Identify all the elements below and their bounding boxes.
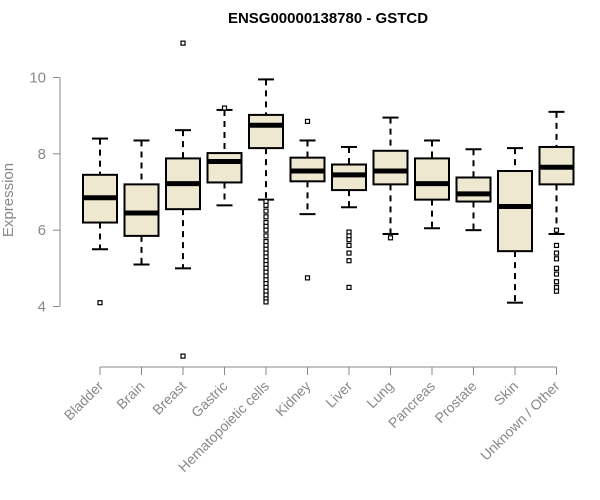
outlier-point (97, 300, 103, 306)
x-tick-label: Bladder (61, 378, 107, 424)
outlier-point (304, 275, 311, 281)
box-gastric (206, 105, 243, 207)
outlier-point (263, 214, 269, 220)
outlier-point (553, 227, 560, 233)
x-tick-label: Kidney (272, 378, 314, 420)
box-series (82, 40, 575, 359)
outlier-point (553, 250, 560, 256)
outlier-point (180, 353, 186, 359)
box-hematopoietic-cells (248, 78, 284, 305)
box-prostate (455, 148, 492, 232)
box-brain (123, 139, 160, 266)
box-iqr (248, 113, 284, 150)
outlier-point (263, 227, 269, 233)
outlier-point (263, 299, 269, 305)
y-tick-label: 10 (29, 70, 46, 87)
box-iqr (123, 183, 160, 237)
box-pancreas (414, 139, 450, 230)
box-iqr (206, 152, 243, 184)
outlier-point (263, 233, 269, 239)
outlier-point (263, 202, 269, 208)
box-liver (331, 145, 367, 291)
box-iqr (414, 157, 450, 201)
y-axis: 4 6 8 10 (29, 70, 61, 316)
box-iqr (497, 170, 533, 253)
outlier-point (346, 250, 352, 256)
x-tick-label: Prostate (431, 378, 479, 426)
outlier-point (553, 256, 560, 262)
outlier-point (387, 235, 394, 241)
x-tick-label: Skin (491, 378, 522, 409)
box-iqr (455, 176, 492, 203)
y-tick-label: 6 (38, 222, 46, 239)
box-skin (497, 147, 533, 304)
outlier-point (553, 271, 560, 277)
y-axis-label: Expression (0, 163, 17, 237)
outlier-point (346, 258, 352, 264)
y-tick-label: 4 (38, 299, 46, 316)
box-unknown-other (538, 110, 575, 294)
outlier-point (221, 105, 228, 111)
outlier-point (263, 208, 269, 214)
outlier-point (553, 242, 560, 249)
x-tick-label: Lung (363, 378, 396, 411)
chart-title: ENSG00000138780 - GSTCD (228, 10, 428, 27)
box-lung (372, 116, 409, 241)
x-tick-label: Breast (149, 378, 189, 418)
outlier-point (553, 279, 560, 285)
outlier-point (346, 242, 352, 249)
outlier-point (346, 237, 352, 243)
outlier-point (304, 118, 311, 124)
outlier-point (346, 284, 352, 291)
box-kidney (289, 118, 326, 281)
y-tick-label: 8 (38, 146, 46, 163)
x-tick-label: Brain (113, 378, 147, 412)
x-tick-label: Unknown / Other (477, 378, 563, 464)
box-iqr (372, 149, 409, 186)
x-tick-label: Liver (322, 378, 355, 411)
box-bladder (82, 137, 118, 306)
outlier-point (553, 265, 560, 271)
box-breast (165, 40, 201, 359)
outlier-point (180, 40, 186, 46)
outlier-point (553, 288, 560, 294)
